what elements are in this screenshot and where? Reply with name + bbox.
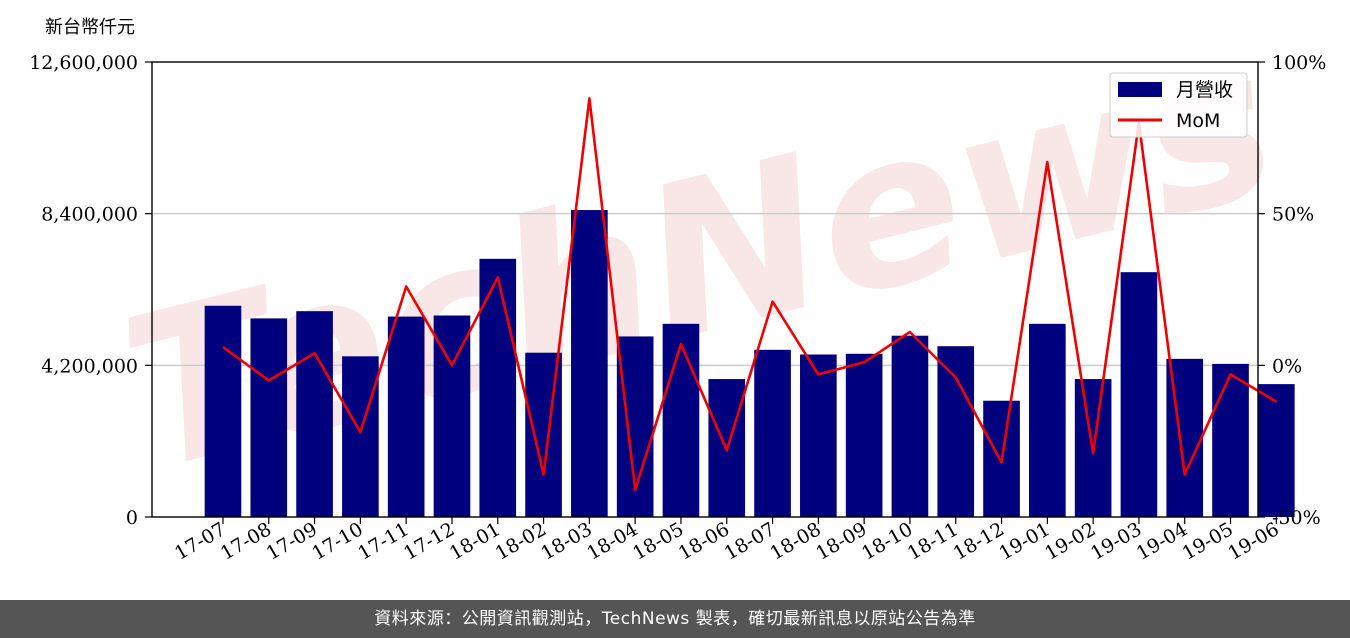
bar [937, 346, 975, 517]
x-tick-label: 17-12 [400, 518, 458, 564]
bar [891, 335, 929, 517]
mom-line [222, 97, 1277, 492]
x-tick-label: 17-08 [217, 518, 275, 564]
legend-label-revenue: 月營收 [1176, 79, 1233, 101]
x-tick-label: 17-07 [171, 518, 229, 564]
bar [1212, 363, 1249, 517]
y-left-tick-label: 12,600,000 [29, 52, 138, 74]
bar [845, 353, 883, 517]
x-tick-label: 19-01 [995, 518, 1053, 564]
legend: 月營收 MoM [1109, 72, 1248, 138]
plot-frame [151, 61, 1259, 518]
x-tick-label: 17-11 [354, 518, 412, 564]
bar [754, 349, 791, 517]
bar [571, 210, 608, 518]
bar [433, 315, 471, 517]
x-tick-label: 18-06 [675, 518, 733, 564]
y-left-tick-label: 8,400,000 [41, 204, 138, 226]
x-tick-label: 18-09 [812, 518, 870, 564]
x-tick-label: 19-02 [1041, 518, 1099, 564]
x-tick-label: 18-10 [858, 518, 916, 564]
x-tick-label: 19-05 [1179, 518, 1237, 564]
grid-lines [152, 212, 1258, 367]
y-right-tick-label: 0% [1272, 355, 1302, 377]
bar [1120, 272, 1158, 517]
bar [1029, 323, 1066, 517]
bar [250, 318, 288, 517]
x-tick-label: 18-04 [583, 518, 641, 564]
x-tick-label: 18-12 [950, 518, 1008, 564]
x-tick-label: 17-09 [263, 518, 321, 564]
line-series [222, 97, 1277, 492]
bar [800, 354, 837, 517]
bar [204, 305, 242, 517]
x-tick-label: 19-06 [1224, 518, 1282, 564]
bar [387, 316, 425, 517]
x-tick-label: 17-10 [308, 518, 366, 564]
y-left-tick-label: 4,200,000 [41, 355, 138, 377]
x-tick-label: 18-11 [904, 518, 962, 564]
y-right-tick-label: 50% [1272, 204, 1314, 226]
x-tick-label: 18-08 [766, 518, 824, 564]
x-tick-label: 18-01 [446, 518, 504, 564]
x-tick-label: 18-02 [492, 518, 550, 564]
bar [342, 356, 379, 517]
bar [662, 323, 700, 517]
x-tick-label: 18-05 [629, 518, 687, 564]
y-left-tick-label: 0 [126, 507, 138, 529]
bar [296, 311, 333, 517]
x-tick-label: 18-03 [537, 518, 595, 564]
legend-label-mom: MoM [1176, 110, 1220, 132]
x-tick-label: 19-04 [1133, 518, 1191, 564]
y-right-tick-label: -50% [1272, 507, 1321, 529]
bar-series [204, 210, 1295, 518]
x-tick-label: 19-03 [1087, 518, 1145, 564]
revenue-chart: TechNews 04,200,0008,400,00012,600,000-5… [29, 0, 1326, 565]
footer-source: 資料來源：公開資訊觀測站，TechNews 製表，確切最新訊息以原站公告為準 [0, 600, 1350, 638]
y-right-tick-label: 100% [1272, 52, 1326, 74]
legend-swatch-revenue [1118, 82, 1162, 97]
bar [479, 258, 517, 517]
bar [1258, 384, 1295, 517]
y-unit-label: 新台幣仟元 [45, 17, 135, 38]
x-tick-label: 18-07 [721, 518, 779, 564]
